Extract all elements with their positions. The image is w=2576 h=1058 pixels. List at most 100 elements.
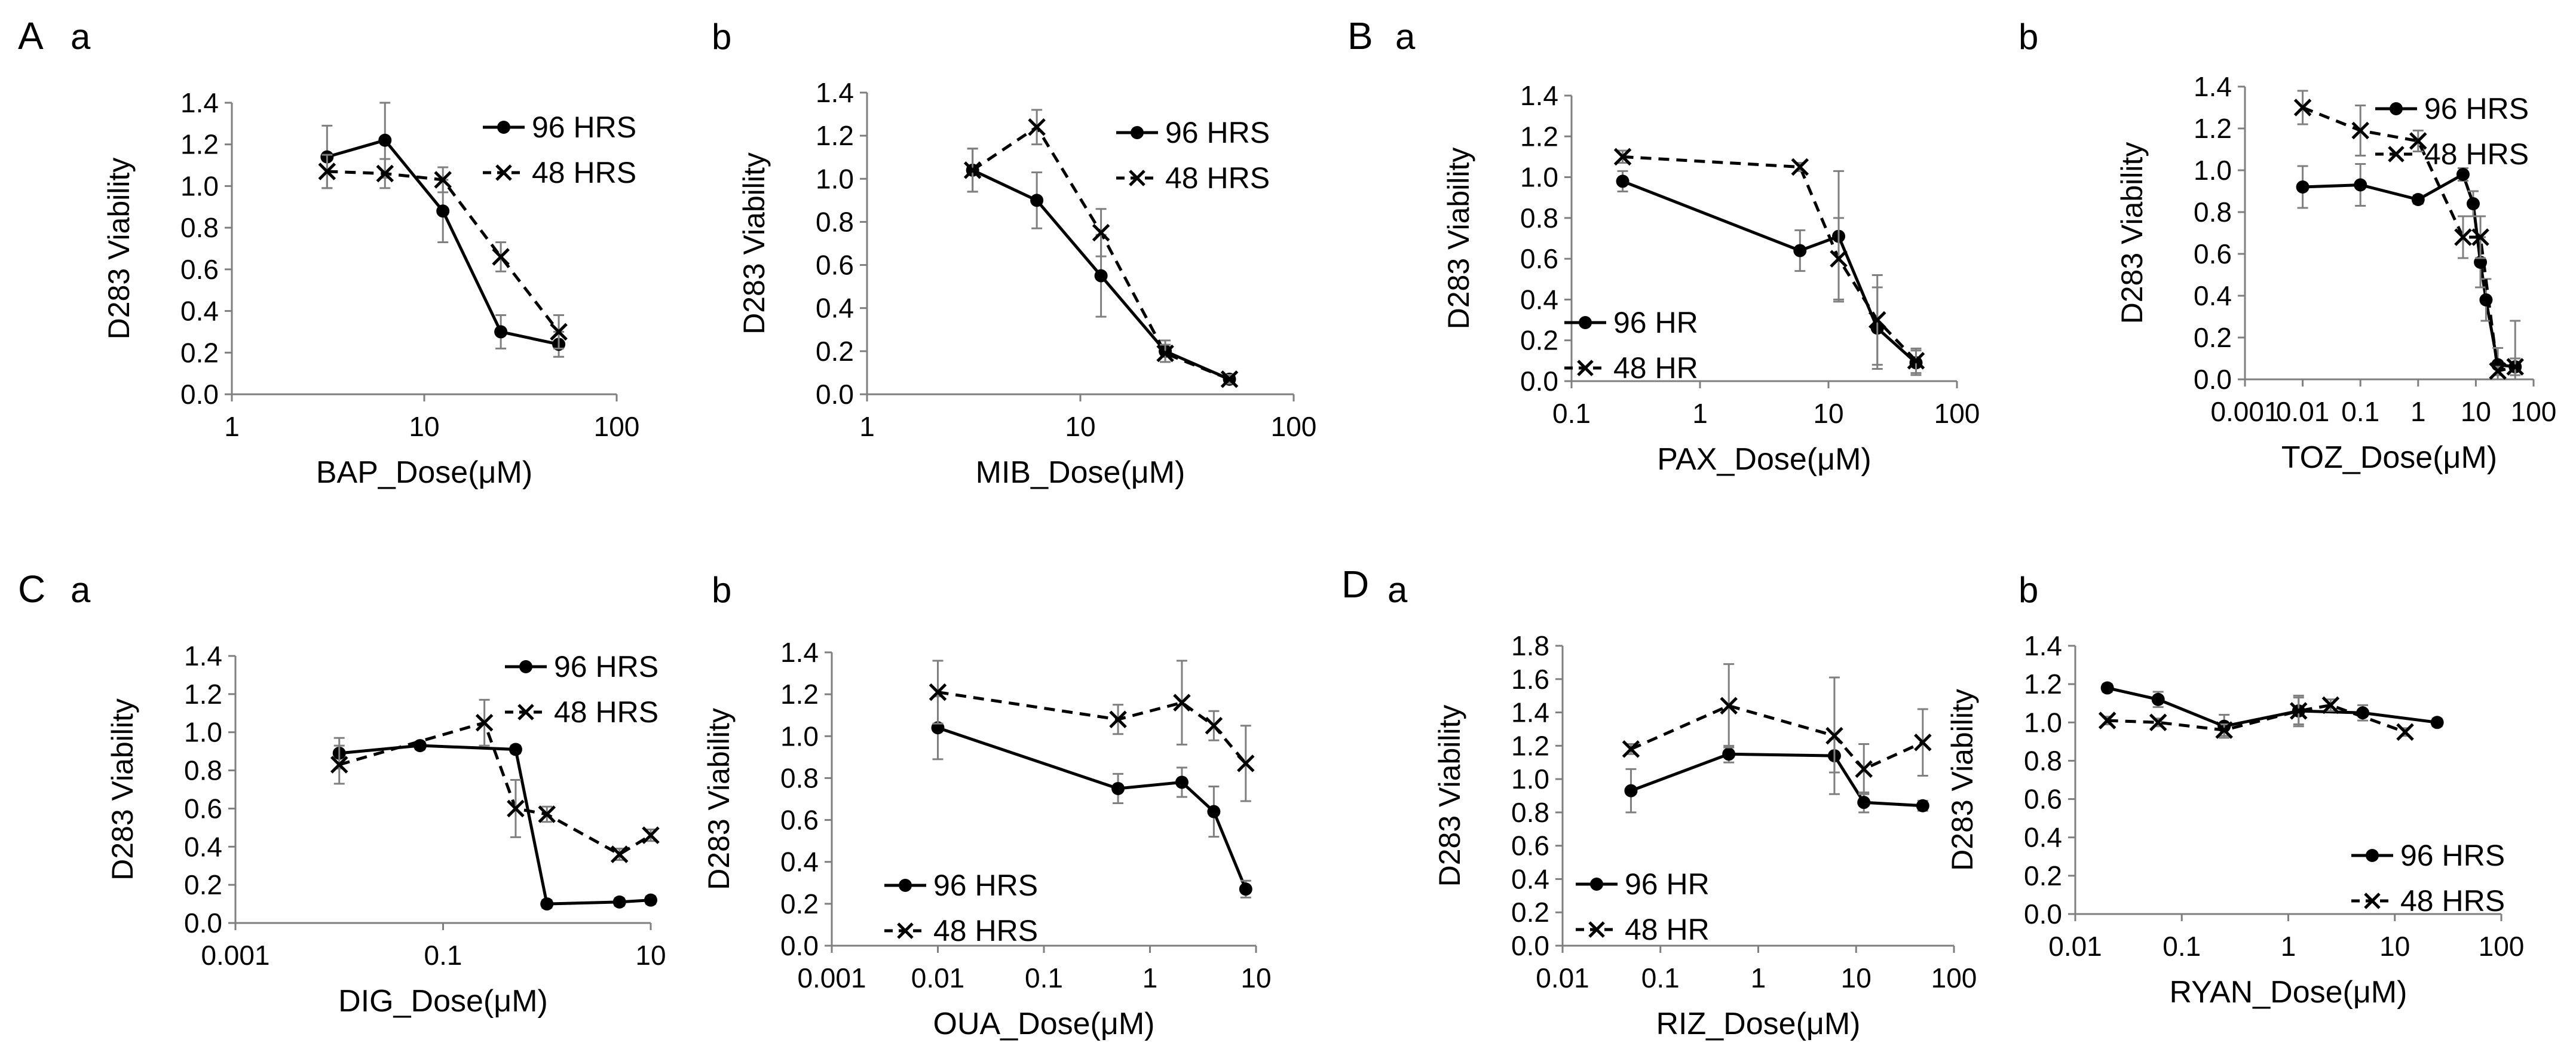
data-point-x — [2098, 712, 2116, 729]
data-point-x — [434, 171, 452, 189]
data-point-x — [2290, 702, 2308, 720]
data-point-circle — [509, 743, 522, 756]
x-tick-label: 0.1 — [1025, 962, 1063, 993]
panel-sub-label: a — [71, 17, 91, 57]
legend-marker-circle — [2366, 849, 2379, 862]
data-point-x — [330, 756, 348, 774]
x-tick-label: 1 — [2410, 396, 2426, 427]
error-bar — [2510, 320, 2521, 381]
x-tick-label: 1 — [859, 411, 875, 442]
data-point-x — [1825, 726, 1843, 745]
data-point-x — [2396, 723, 2414, 741]
legend-item: 48 HR — [1576, 913, 1710, 946]
y-tick-label: 0.6 — [180, 254, 219, 285]
legend-item: 96 HRS — [1116, 116, 1270, 149]
data-point-circle — [931, 721, 945, 735]
legend-label: 48 HRS — [2424, 137, 2529, 171]
y-tick-label: 1.6 — [1511, 664, 1549, 695]
y-tick-label: 1.0 — [780, 720, 819, 752]
legend-marker-x — [1129, 170, 1145, 186]
y-tick-label: 1.4 — [180, 87, 219, 118]
panel-group-label: C — [18, 568, 45, 611]
data-point-x — [376, 164, 394, 183]
legend-label: 48 HRS — [933, 914, 1038, 947]
y-tick-label: 1.0 — [1520, 162, 1558, 193]
data-point-circle — [413, 739, 427, 753]
x-tick-label: 10 — [1813, 398, 1843, 429]
series-solid — [2296, 163, 2522, 381]
y-tick-label: 1.8 — [1511, 630, 1549, 661]
series-dashed — [1622, 663, 1932, 795]
data-point-x — [1028, 118, 1046, 136]
x-tick-label: 0.1 — [2341, 396, 2379, 427]
chart-panel-c-b: b 0.0 0.2 0.4 0.6 0.8 1.0 1.2 1.4 0.001 0.01 0.1 1 10… — [702, 570, 1272, 1041]
legend-marker-x — [495, 164, 512, 181]
y-tick-label: 0.0 — [2024, 898, 2062, 930]
x-tick-label: 0.1 — [1552, 398, 1591, 429]
x-tick-label: 0.01 — [1536, 962, 1589, 993]
data-point-circle — [1616, 174, 1629, 188]
legend-label: 96 HRS — [532, 111, 636, 144]
panel-sub-label: b — [2018, 570, 2038, 610]
legend-label: 96 HRS — [1165, 116, 1270, 149]
data-point-circle — [1624, 784, 1638, 798]
x-tick-label: 10 — [2461, 396, 2491, 427]
x-axis-title: PAX_Dose(μM) — [1657, 442, 1871, 477]
legend-item: 48 HRS — [2351, 884, 2505, 918]
data-point-x — [2489, 362, 2507, 380]
y-tick-label: 1.2 — [1520, 121, 1558, 152]
x-tick-label: 1 — [224, 411, 240, 442]
x-tick-label: 100 — [594, 411, 640, 442]
legend-label: 48 HR — [1613, 351, 1698, 385]
x-tick-label: 10 — [1240, 962, 1271, 993]
data-point-x — [1220, 370, 1239, 388]
y-tick-label: 1.2 — [2024, 668, 2062, 700]
y-tick-label: 1.0 — [816, 163, 854, 194]
series-line — [339, 720, 652, 856]
y-tick-label: 0.2 — [816, 336, 854, 367]
x-tick-label: 0.01 — [911, 962, 965, 993]
y-tick-label: 1.2 — [816, 120, 854, 151]
series-dashed — [2293, 90, 2524, 381]
legend-label: 48 HRS — [532, 156, 636, 189]
data-point-x — [1622, 740, 1640, 758]
x-axis-title: DIG_Dose(μM) — [338, 984, 548, 1019]
data-point-circle — [378, 133, 392, 147]
legend-marker-circle — [1131, 126, 1144, 139]
data-point-x — [2293, 99, 2312, 116]
y-tick-label: 0.6 — [780, 805, 819, 836]
x-axis-title: BAP_Dose(μM) — [316, 455, 532, 490]
chart-panel-d-b: b 0.0 0.2 0.4 0.6 0.8 1.0 1.2 1.4 0.01 0.1 1 10 100 RY… — [1946, 570, 2524, 1010]
data-point-x — [2454, 228, 2472, 246]
x-tick-label: 100 — [1934, 398, 1980, 429]
y-tick-label: 0.0 — [184, 907, 222, 939]
y-tick-label: 0.4 — [2024, 822, 2062, 853]
series-dashed — [963, 109, 1239, 388]
y-tick-label: 0.8 — [780, 762, 819, 793]
y-tick-label: 0.6 — [1520, 243, 1558, 274]
panel-sub-label: a — [1387, 570, 1408, 610]
series-line — [2107, 703, 2406, 734]
data-point-x — [929, 683, 947, 701]
data-point-circle — [2430, 716, 2444, 729]
y-tick-label: 0.2 — [180, 337, 219, 368]
y-axis-title: D283 Viability — [737, 152, 771, 335]
y-tick-label: 0.6 — [184, 793, 222, 824]
legend-label: 96 HRS — [2424, 92, 2529, 125]
data-point-circle — [494, 325, 508, 339]
data-point-circle — [2151, 692, 2165, 706]
y-tick-label: 0.2 — [780, 888, 819, 919]
legend-label: 96 HRS — [2400, 839, 2505, 872]
legend-marker-circle — [2390, 102, 2403, 115]
data-point-x — [1907, 352, 1925, 370]
data-point-x — [610, 845, 629, 863]
data-point-circle — [2456, 168, 2470, 181]
series-line — [938, 691, 1247, 765]
data-point-x — [1109, 710, 1127, 728]
y-tick-label: 0.4 — [1520, 284, 1558, 315]
x-tick-label: 100 — [2479, 931, 2525, 962]
